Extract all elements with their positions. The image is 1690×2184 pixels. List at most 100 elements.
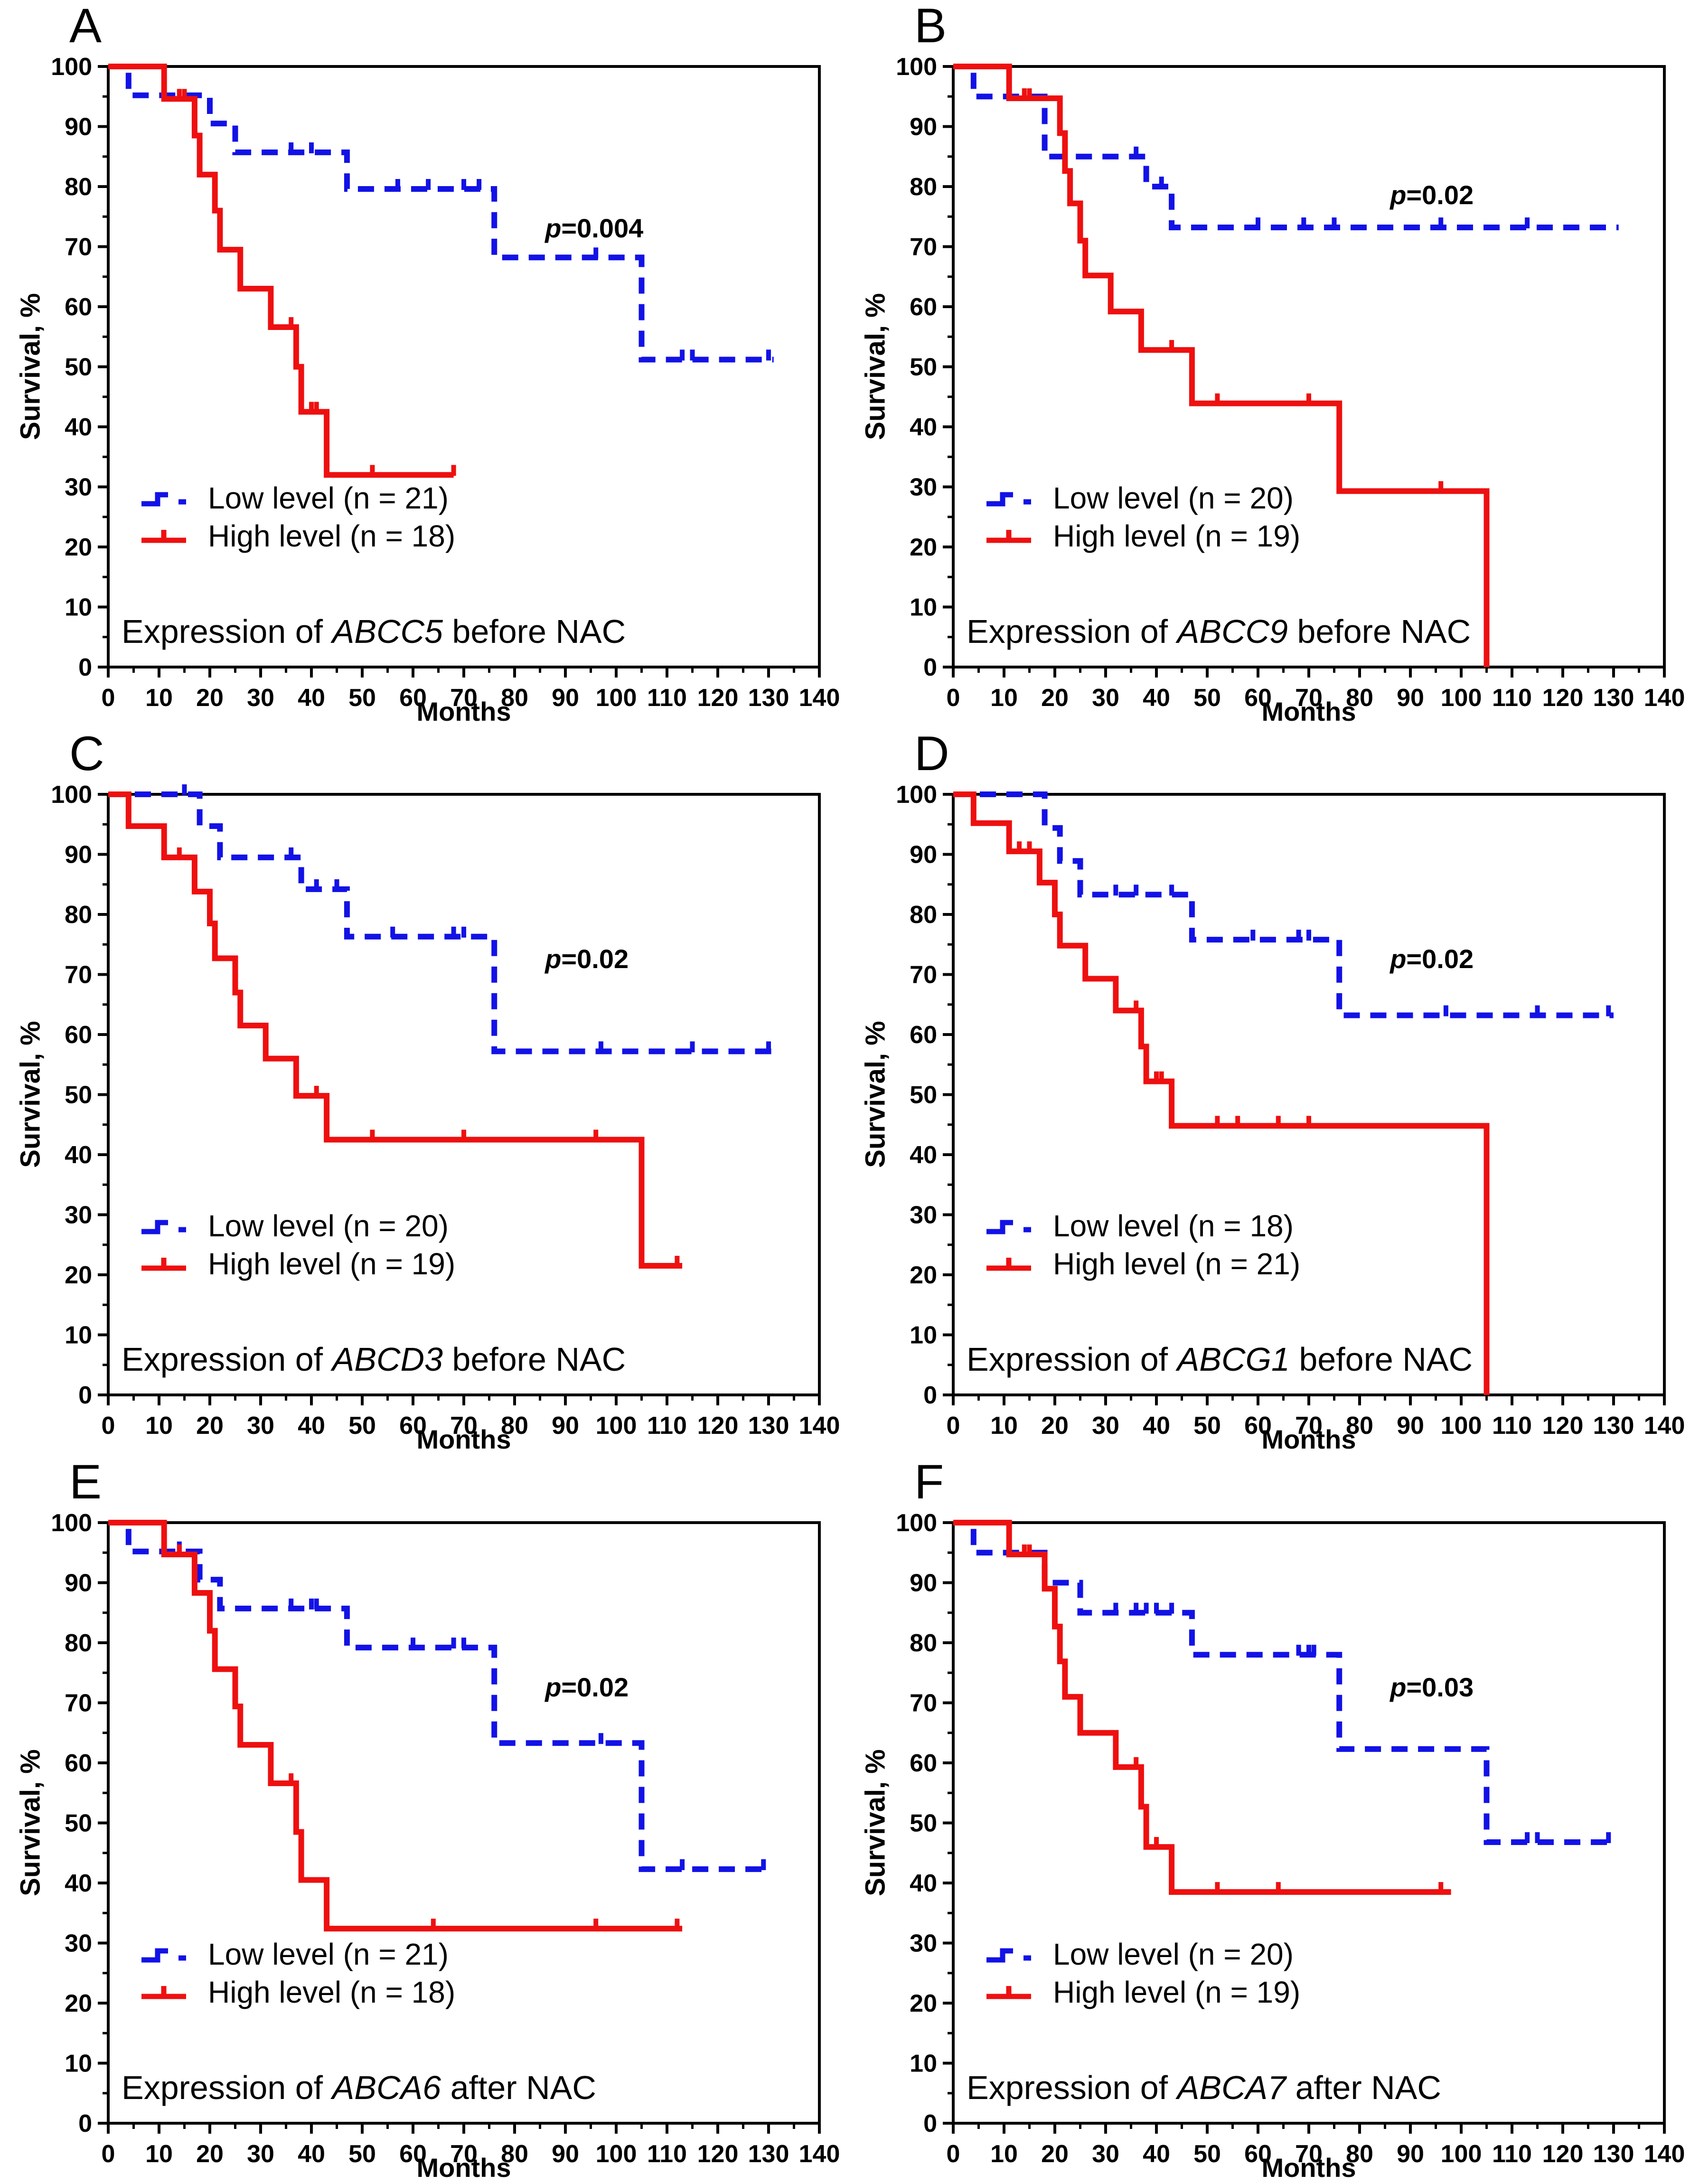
low-censor-marks bbox=[1113, 1602, 1611, 1843]
svg-text:30: 30 bbox=[65, 474, 92, 501]
km-panel: 0 10 20 30 40 50 60 70 80 90 100 110 120 130 140 0 10 20 3… bbox=[845, 0, 1690, 728]
title-suffix: after NAC bbox=[441, 2069, 596, 2106]
p-symbol: p bbox=[1390, 179, 1407, 210]
high-censor-marks bbox=[177, 847, 680, 1267]
p-value-text: =0.02 bbox=[1406, 179, 1474, 210]
legend-label-high: High level (n = 19) bbox=[1053, 1975, 1301, 2009]
panel-title: Expression of ABCC5 before NAC bbox=[122, 612, 626, 650]
title-prefix: Expression of bbox=[122, 1341, 332, 1378]
svg-text:110: 110 bbox=[647, 684, 687, 712]
legend: Low level (n = 21) High level (n = 18) bbox=[141, 481, 455, 557]
high-level-solid-marker bbox=[141, 530, 186, 543]
high-level-curve bbox=[108, 791, 683, 1269]
low-censor-marks bbox=[182, 784, 771, 1053]
svg-text:60: 60 bbox=[910, 1750, 937, 1777]
gene-name: ABCG1 bbox=[1177, 1341, 1290, 1378]
svg-text:60: 60 bbox=[910, 1021, 937, 1049]
svg-text:50: 50 bbox=[1193, 1412, 1221, 1440]
svg-text:0: 0 bbox=[923, 654, 937, 681]
title-prefix: Expression of bbox=[122, 2069, 332, 2106]
low-level-curve bbox=[953, 1519, 1614, 1845]
legend: Low level (n = 20) High level (n = 19) bbox=[986, 481, 1300, 557]
svg-text:70: 70 bbox=[450, 684, 478, 712]
p-value-text: =0.02 bbox=[1406, 944, 1474, 974]
svg-text:70: 70 bbox=[910, 234, 937, 261]
svg-text:20: 20 bbox=[1041, 2140, 1069, 2168]
legend-row-low: Low level (n = 20) bbox=[986, 1937, 1300, 1971]
legend-label-low: Low level (n = 20) bbox=[208, 1209, 449, 1243]
title-prefix: Expression of bbox=[967, 1341, 1177, 1378]
svg-text:110: 110 bbox=[647, 2140, 687, 2168]
svg-text:90: 90 bbox=[1397, 684, 1424, 712]
svg-text:80: 80 bbox=[501, 684, 528, 712]
svg-text:100: 100 bbox=[896, 1509, 937, 1537]
svg-text:70: 70 bbox=[1295, 684, 1323, 712]
title-suffix: before NAC bbox=[442, 613, 626, 650]
svg-text:90: 90 bbox=[910, 113, 937, 141]
svg-text:50: 50 bbox=[348, 684, 376, 712]
high-level-curve bbox=[108, 64, 454, 478]
svg-text:70: 70 bbox=[910, 961, 937, 989]
svg-text:90: 90 bbox=[65, 841, 92, 869]
svg-text:50: 50 bbox=[65, 1082, 92, 1109]
svg-text:0: 0 bbox=[947, 684, 960, 712]
svg-text:100: 100 bbox=[51, 1509, 92, 1537]
svg-text:0: 0 bbox=[102, 1412, 115, 1440]
svg-text:0: 0 bbox=[923, 1382, 937, 1409]
svg-text:30: 30 bbox=[1092, 1412, 1119, 1440]
p-value-annotation: p=0.02 bbox=[1390, 943, 1474, 974]
panel-letter: F bbox=[914, 1456, 944, 1509]
svg-text:80: 80 bbox=[65, 173, 92, 201]
svg-text:50: 50 bbox=[1193, 2140, 1221, 2168]
svg-text:130: 130 bbox=[1593, 1412, 1634, 1440]
legend-label-low: Low level (n = 20) bbox=[1053, 481, 1294, 515]
low-censor-marks bbox=[1134, 146, 1530, 229]
svg-text:40: 40 bbox=[65, 414, 92, 441]
low-level-dashed-marker bbox=[986, 492, 1031, 507]
plot-frame bbox=[107, 1521, 821, 2125]
legend-label-low: Low level (n = 21) bbox=[208, 481, 449, 515]
svg-text:80: 80 bbox=[910, 1629, 937, 1657]
svg-text:20: 20 bbox=[196, 2140, 224, 2168]
svg-text:10: 10 bbox=[910, 2050, 937, 2077]
y-axis-label: Survival, % bbox=[860, 293, 891, 440]
svg-text:40: 40 bbox=[1143, 2140, 1170, 2168]
panel-letter: E bbox=[69, 1456, 102, 1509]
high-level-curve bbox=[953, 791, 1490, 1395]
svg-text:30: 30 bbox=[247, 2140, 274, 2168]
y-axis-ticks: 0 10 20 30 40 50 60 70 80 90 100 bbox=[896, 781, 953, 1409]
legend-row-high: High level (n = 19) bbox=[141, 1247, 456, 1281]
svg-text:110: 110 bbox=[1492, 684, 1532, 712]
svg-text:0: 0 bbox=[102, 2140, 115, 2168]
svg-text:80: 80 bbox=[1346, 2140, 1373, 2168]
svg-text:80: 80 bbox=[501, 2140, 528, 2168]
svg-text:120: 120 bbox=[697, 1412, 739, 1440]
legend-label-high: High level (n = 19) bbox=[1053, 519, 1301, 553]
svg-text:40: 40 bbox=[910, 1141, 937, 1169]
svg-text:20: 20 bbox=[65, 1990, 92, 2017]
svg-text:10: 10 bbox=[990, 684, 1018, 712]
svg-text:90: 90 bbox=[910, 841, 937, 869]
svg-text:130: 130 bbox=[1593, 2140, 1634, 2168]
panel-title: Expression of ABCD3 before NAC bbox=[122, 1340, 626, 1378]
x-axis-ticks: 0 10 20 30 40 50 60 70 80 90 100 110 120 130 140 bbox=[102, 667, 840, 712]
svg-text:140: 140 bbox=[1644, 1412, 1685, 1440]
low-level-dashed-marker bbox=[141, 1948, 186, 1963]
survival-plot: 0 10 20 30 40 50 60 70 80 90 100 110 120 130 140 0 10 20 3… bbox=[896, 781, 1685, 1440]
svg-text:0: 0 bbox=[78, 654, 92, 681]
svg-text:40: 40 bbox=[1143, 1412, 1170, 1440]
x-axis-ticks: 0 10 20 30 40 50 60 70 80 90 100 110 120 130 140 bbox=[947, 1395, 1685, 1440]
svg-text:80: 80 bbox=[910, 901, 937, 929]
svg-text:40: 40 bbox=[1143, 684, 1170, 712]
title-suffix: before NAC bbox=[1287, 613, 1471, 650]
svg-text:50: 50 bbox=[65, 354, 92, 381]
gene-name: ABCA6 bbox=[332, 2069, 441, 2106]
svg-text:0: 0 bbox=[78, 1382, 92, 1409]
svg-text:0: 0 bbox=[947, 1412, 960, 1440]
svg-text:100: 100 bbox=[51, 53, 92, 81]
svg-text:100: 100 bbox=[896, 781, 937, 809]
legend-label-high: High level (n = 19) bbox=[208, 1247, 456, 1281]
legend-label-high: High level (n = 18) bbox=[208, 519, 456, 553]
svg-text:30: 30 bbox=[910, 1202, 937, 1229]
